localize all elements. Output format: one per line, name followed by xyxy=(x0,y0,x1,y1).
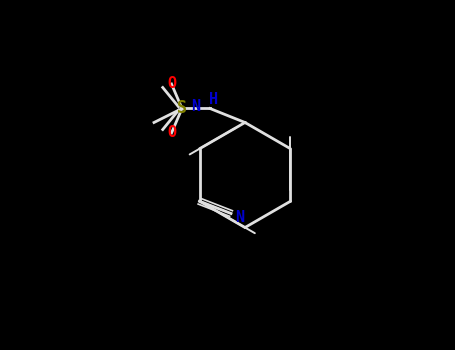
Text: O: O xyxy=(167,126,176,140)
Text: N: N xyxy=(192,99,201,114)
Text: H: H xyxy=(209,92,218,107)
Text: S: S xyxy=(177,99,187,118)
Text: N: N xyxy=(235,210,244,224)
Text: O: O xyxy=(167,77,176,91)
